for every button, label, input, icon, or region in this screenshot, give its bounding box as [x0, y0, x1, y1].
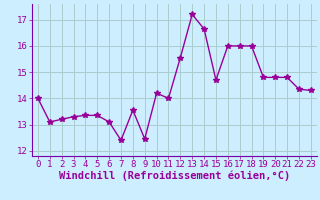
X-axis label: Windchill (Refroidissement éolien,°C): Windchill (Refroidissement éolien,°C) — [59, 171, 290, 181]
